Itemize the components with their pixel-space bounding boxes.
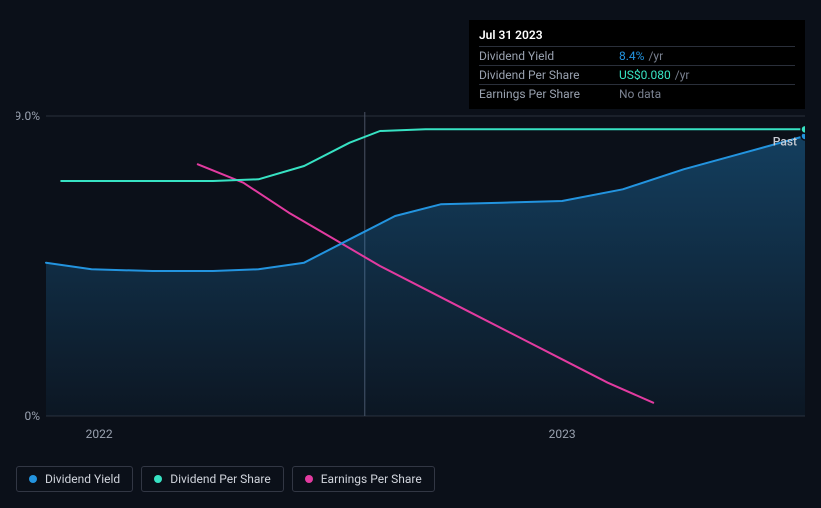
tooltip-date: Jul 31 2023	[479, 26, 795, 46]
tooltip-value: No data	[619, 87, 661, 101]
chart-container: 9.0% 0% 2022 2023 Past Jul 31 2023 Dividend …	[0, 0, 821, 508]
legend-dot-icon	[29, 475, 37, 483]
tooltip-row: Earnings Per Share No data	[479, 84, 795, 103]
legend-item-dividend-per-share[interactable]: Dividend Per Share	[141, 466, 284, 492]
legend-item-earnings-per-share[interactable]: Earnings Per Share	[292, 466, 435, 492]
svg-text:0%: 0%	[24, 409, 40, 423]
tooltip-row: Dividend Per Share US$0.080 /yr	[479, 65, 795, 84]
legend-item-dividend-yield[interactable]: Dividend Yield	[16, 466, 133, 492]
tooltip-suffix: /yr	[648, 49, 663, 63]
svg-text:Past: Past	[773, 134, 797, 148]
legend: Dividend Yield Dividend Per Share Earnin…	[16, 466, 435, 492]
svg-text:2022: 2022	[86, 427, 113, 441]
tooltip-value: US$0.080	[619, 68, 671, 82]
tooltip-row: Dividend Yield 8.4% /yr	[479, 46, 795, 65]
tooltip-label: Dividend Per Share	[479, 68, 619, 82]
chart-tooltip: Jul 31 2023 Dividend Yield 8.4% /yr Divi…	[469, 20, 805, 109]
tooltip-suffix: /yr	[675, 68, 690, 82]
legend-dot-icon	[305, 475, 313, 483]
legend-label: Dividend Yield	[45, 472, 120, 486]
svg-text:2023: 2023	[549, 427, 576, 441]
legend-dot-icon	[154, 475, 162, 483]
tooltip-value: 8.4%	[619, 49, 644, 63]
legend-label: Dividend Per Share	[170, 472, 271, 486]
tooltip-label: Earnings Per Share	[479, 87, 619, 101]
tooltip-label: Dividend Yield	[479, 49, 619, 63]
svg-text:9.0%: 9.0%	[16, 109, 40, 123]
legend-label: Earnings Per Share	[321, 472, 422, 486]
